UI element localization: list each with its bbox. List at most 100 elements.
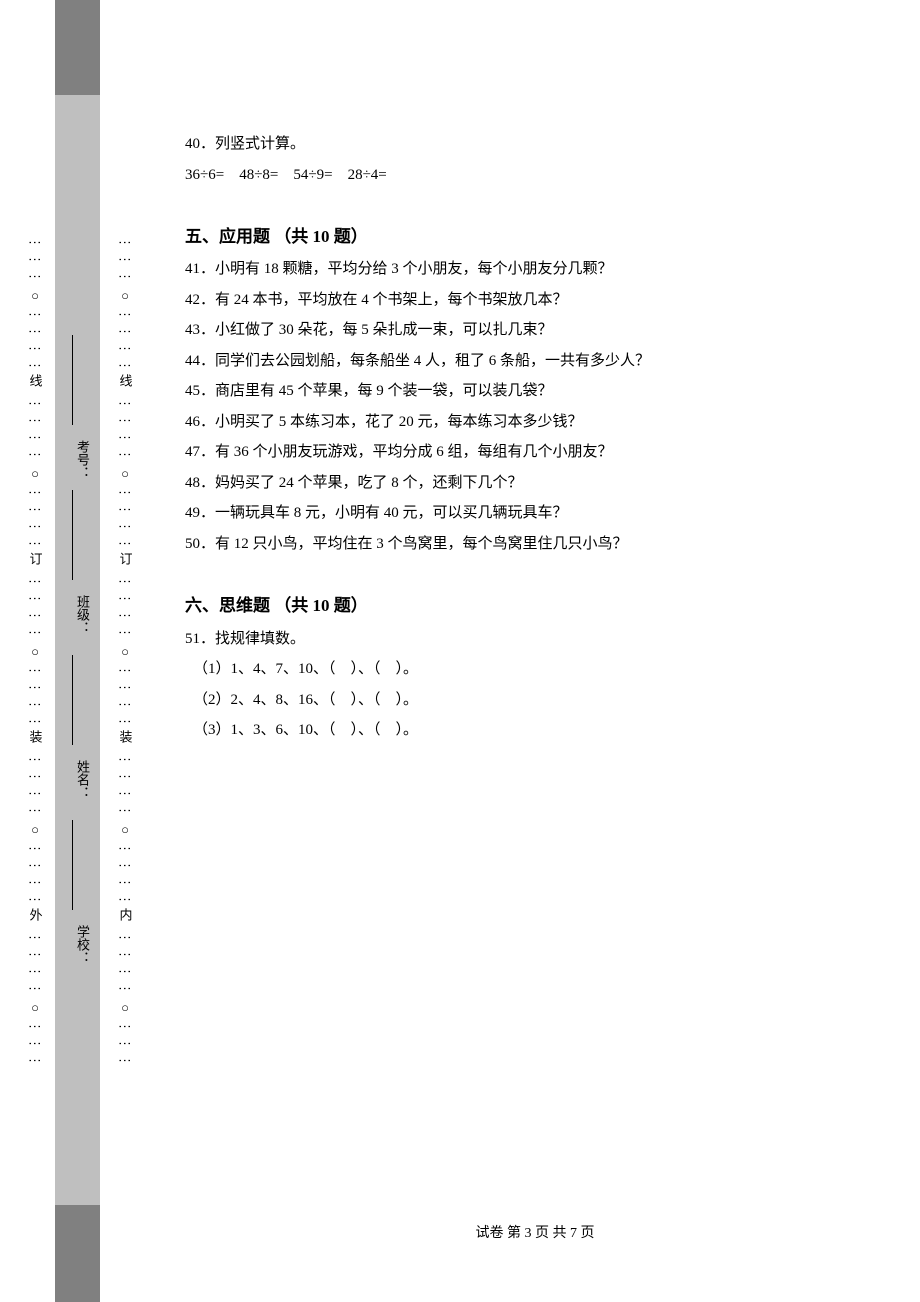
dots: ⋮ — [119, 715, 132, 728]
dots: ⋮ — [29, 1037, 42, 1050]
dots: ⋮ — [29, 715, 42, 728]
exam-number-label: 考号： — [62, 440, 92, 479]
q51-title: 51．找规律填数。 — [185, 625, 885, 654]
circle-marker: ○ — [121, 289, 129, 302]
school-line — [72, 820, 73, 910]
binding-column-outer: ⋮⋮⋮ ○ ⋮⋮⋮⋮ 线 ⋮⋮⋮⋮ ○ ⋮⋮⋮⋮ 订 ⋮⋮⋮⋮ ○ ⋮⋮⋮⋮ 装… — [20, 0, 50, 1302]
dots: ⋮ — [29, 575, 42, 588]
dots: ⋮ — [29, 448, 42, 461]
dots: ⋮ — [119, 308, 132, 321]
dots: ⋮ — [29, 770, 42, 783]
circle-marker: ○ — [121, 823, 129, 836]
q40-title: 40．列竖式计算。 — [185, 130, 885, 159]
school-label: 学校： — [62, 925, 92, 964]
q51-sub1: （1）1、4、7、10、（ ）、（ ）。 — [185, 655, 885, 684]
q43: 43．小红做了 30 朵花，每 5 朵扎成一束，可以扎几束？ — [185, 316, 885, 345]
dots: ⋮ — [29, 537, 42, 550]
circle-marker: ○ — [31, 467, 39, 480]
q44: 44．同学们去公园划船，每条船坐 4 人，租了 6 条船，一共有多少人？ — [185, 347, 885, 376]
class-line — [72, 490, 73, 580]
dots: ⋮ — [29, 965, 42, 978]
circle-marker: ○ — [121, 645, 129, 658]
dots: ⋮ — [29, 520, 42, 533]
section-6-title: 六、思维题 （共 10 题） — [185, 590, 885, 622]
dots: ⋮ — [119, 486, 132, 499]
dots: ⋮ — [29, 664, 42, 677]
dots: ⋮ — [119, 270, 132, 283]
dots: ⋮ — [119, 948, 132, 961]
dots: ⋮ — [29, 698, 42, 711]
dots: ⋮ — [119, 681, 132, 694]
circle-marker: ○ — [121, 467, 129, 480]
dots: ⋮ — [29, 342, 42, 355]
circle-marker: ○ — [31, 1001, 39, 1014]
dots: ⋮ — [119, 982, 132, 995]
circle-marker: ○ — [31, 289, 39, 302]
q40-items: 36÷6= 48÷8= 54÷9= 28÷4= — [185, 161, 885, 190]
dots: ⋮ — [119, 753, 132, 766]
dots: ⋮ — [29, 982, 42, 995]
dots: ⋮ — [29, 681, 42, 694]
page-footer: 试卷 第 3 页 共 7 页 — [185, 1222, 885, 1242]
dots: ⋮ — [29, 359, 42, 372]
binding-label-outer: 外 — [29, 908, 42, 929]
dots: ⋮ — [29, 893, 42, 906]
dots: ⋮ — [119, 342, 132, 355]
dots: ⋮ — [29, 859, 42, 872]
binding-label-inner: 内 — [119, 908, 132, 929]
gray-strip-bottom — [55, 1205, 100, 1302]
q50: 50．有 12 只小鸟，平均住在 3 个鸟窝里，每个鸟窝里住几只小鸟？ — [185, 530, 885, 559]
dots: ⋮ — [119, 931, 132, 944]
dots: ⋮ — [119, 592, 132, 605]
dots: ⋮ — [29, 804, 42, 817]
q51-sub3: （3）1、3、6、10、（ ）、（ ）。 — [185, 716, 885, 745]
dots: ⋮ — [119, 359, 132, 372]
dots: ⋮ — [119, 609, 132, 622]
dots: ⋮ — [29, 236, 42, 249]
dots: ⋮ — [29, 325, 42, 338]
dots: ⋮ — [29, 787, 42, 800]
dots: ⋮ — [29, 626, 42, 639]
name-label: 姓名： — [62, 760, 92, 799]
dots: ⋮ — [119, 448, 132, 461]
dots: ⋮ — [119, 787, 132, 800]
q46: 46．小明买了 5 本练习本，花了 20 元，每本练习本多少钱？ — [185, 408, 885, 437]
dots: ⋮ — [29, 414, 42, 427]
q47: 47．有 36 个小朋友玩游戏，平均分成 6 组，每组有几个小朋友？ — [185, 438, 885, 467]
q41: 41．小明有 18 颗糖，平均分给 3 个小朋友，每个小朋友分几颗？ — [185, 255, 885, 284]
dots: ⋮ — [119, 520, 132, 533]
dots: ⋮ — [119, 842, 132, 855]
dots: ⋮ — [29, 609, 42, 622]
name-line — [72, 655, 73, 745]
dots: ⋮ — [119, 804, 132, 817]
gray-strip-top — [55, 0, 100, 95]
dots: ⋮ — [29, 1054, 42, 1067]
binding-marker-zhuang: 装 — [29, 730, 42, 751]
exam-content: 40．列竖式计算。 36÷6= 48÷8= 54÷9= 28÷4= 五、应用题 … — [185, 130, 885, 747]
exam-number-line — [72, 335, 73, 425]
dots: ⋮ — [29, 431, 42, 444]
q48: 48．妈妈买了 24 个苹果，吃了 8 个，还剩下几个？ — [185, 469, 885, 498]
circle-marker: ○ — [31, 823, 39, 836]
dots: ⋮ — [119, 414, 132, 427]
dots: ⋮ — [29, 948, 42, 961]
dots: ⋮ — [119, 253, 132, 266]
dots: ⋮ — [119, 537, 132, 550]
binding-column-inner: ⋮⋮⋮ ○ ⋮⋮⋮⋮ 线 ⋮⋮⋮⋮ ○ ⋮⋮⋮⋮ 订 ⋮⋮⋮⋮ ○ ⋮⋮⋮⋮ 装… — [110, 0, 140, 1302]
binding-marker-ding: 订 — [29, 552, 42, 573]
dots: ⋮ — [119, 770, 132, 783]
class-label: 班级： — [62, 595, 92, 634]
dots: ⋮ — [119, 397, 132, 410]
dots: ⋮ — [29, 308, 42, 321]
dots: ⋮ — [29, 270, 42, 283]
binding-marker-zhuang: 装 — [119, 730, 132, 751]
dots: ⋮ — [119, 1037, 132, 1050]
dots: ⋮ — [119, 236, 132, 249]
dots: ⋮ — [29, 753, 42, 766]
dots: ⋮ — [119, 503, 132, 516]
dots: ⋮ — [29, 592, 42, 605]
q49: 49．一辆玩具车 8 元，小明有 40 元，可以买几辆玩具车？ — [185, 499, 885, 528]
binding-marker-ding: 订 — [119, 552, 132, 573]
dots: ⋮ — [119, 965, 132, 978]
q45: 45．商店里有 45 个苹果，每 9 个装一袋，可以装几袋？ — [185, 377, 885, 406]
